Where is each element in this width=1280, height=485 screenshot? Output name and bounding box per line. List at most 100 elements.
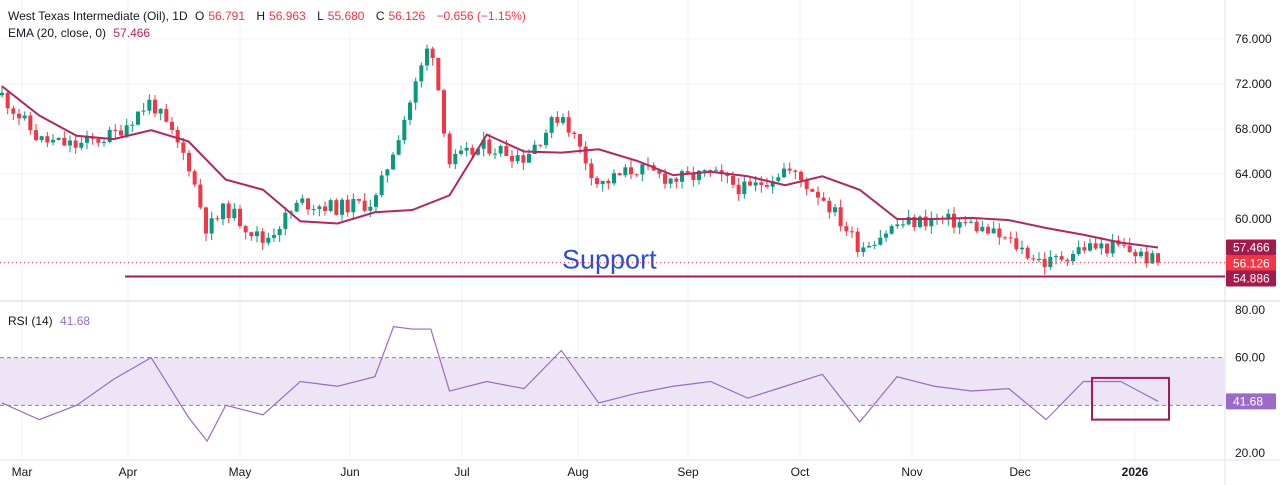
- candle-body: [578, 134, 582, 147]
- candle-body: [759, 182, 764, 185]
- candle-body: [1110, 240, 1115, 254]
- candle-body: [498, 146, 503, 154]
- candle-body: [28, 115, 33, 131]
- time-tick-label: Jul: [454, 465, 469, 479]
- candle-body: [226, 203, 231, 219]
- candle-body: [527, 154, 531, 163]
- ema-line: [1, 85, 1159, 249]
- candle-body: [124, 125, 129, 136]
- support-label: Support: [562, 245, 657, 275]
- candle-body: [549, 117, 554, 133]
- candle-body: [1088, 243, 1092, 251]
- candle-body: [974, 221, 979, 232]
- rsi-band: [0, 357, 1225, 406]
- candle-body: [544, 132, 548, 146]
- candle-body: [306, 198, 310, 210]
- candle-body: [929, 218, 934, 227]
- time-tick-label: Mar: [12, 465, 33, 479]
- candle-body: [62, 137, 67, 146]
- candle-body: [22, 115, 27, 119]
- time-tick-label: Jun: [340, 465, 359, 479]
- legend-rsi: RSI (14) 41.68: [8, 314, 94, 328]
- candle-body: [855, 231, 860, 253]
- candle-body: [612, 173, 616, 184]
- candle-body: [215, 218, 220, 220]
- candle-body: [192, 171, 197, 185]
- candle-body: [731, 175, 735, 185]
- candle-body: [198, 184, 203, 208]
- candle-body: [379, 175, 384, 196]
- candle-body: [878, 237, 883, 245]
- legend-c-label: C: [375, 9, 385, 23]
- candle-body: [147, 99, 152, 111]
- rsi-tick-label: 80.00: [1235, 303, 1265, 317]
- candle-body: [782, 168, 786, 178]
- rsi-tick-label: 60.00: [1235, 351, 1265, 365]
- candle-body: [1025, 247, 1030, 259]
- legend-o-label: O: [194, 9, 205, 23]
- time-tick-label: May: [229, 465, 252, 479]
- close-price-badge-bg: [1226, 255, 1276, 272]
- rsi-value-badge: 41.68: [1233, 394, 1263, 408]
- candle-body: [1065, 259, 1070, 262]
- candle-body: [170, 121, 174, 130]
- candle-body: [850, 231, 854, 233]
- support-price-badge: 54.886: [1233, 272, 1270, 286]
- candle-body: [1003, 237, 1007, 239]
- candle-body: [708, 169, 713, 171]
- candle-body: [691, 172, 696, 181]
- candle-body: [532, 144, 537, 155]
- candle-body: [555, 117, 560, 123]
- candle-body: [991, 228, 996, 234]
- candle-body: [634, 174, 639, 176]
- candle-body: [1059, 256, 1064, 260]
- candle-body: [493, 153, 497, 155]
- candle-body: [136, 111, 140, 125]
- candle-body: [680, 171, 684, 182]
- candle-body: [119, 130, 123, 136]
- candle-body: [912, 216, 917, 228]
- candle-body: [476, 148, 480, 155]
- candle-body: [901, 224, 905, 226]
- candle-body: [447, 133, 452, 165]
- candle-body: [130, 124, 135, 126]
- candle-body: [11, 108, 16, 114]
- candle-body: [1093, 243, 1098, 249]
- legend-rsi-label: RSI (14): [8, 314, 53, 328]
- candle-body: [816, 191, 820, 198]
- candle-body: [1139, 251, 1143, 257]
- candle-body: [396, 140, 401, 155]
- series-lines: [1, 85, 1159, 443]
- candle-body: [357, 199, 361, 201]
- time-tick-label: Sep: [677, 465, 699, 479]
- candle-body: [391, 154, 395, 170]
- candle-body: [39, 136, 44, 141]
- candle-body: [175, 129, 180, 143]
- candle-body: [821, 197, 826, 201]
- candle-body: [51, 139, 55, 143]
- time-tick-label: 2026: [1122, 465, 1149, 479]
- candle-body: [810, 189, 815, 192]
- candle-body: [1076, 247, 1081, 254]
- candle-body: [1014, 238, 1019, 250]
- candle-body: [340, 199, 344, 215]
- candle-body: [374, 195, 378, 207]
- candle-body: [34, 130, 38, 141]
- candle-body: [300, 198, 305, 203]
- candle-body: [668, 178, 673, 184]
- candle-body: [311, 208, 316, 210]
- candle-body: [79, 142, 84, 148]
- candle-body: [181, 142, 186, 153]
- candle-body: [1144, 251, 1149, 264]
- time-tick-label: Nov: [901, 465, 922, 479]
- candle-body: [158, 108, 163, 114]
- candle-body: [838, 207, 843, 227]
- candle-body: [1133, 251, 1138, 257]
- time-tick-label: Apr: [119, 465, 138, 479]
- candle-body: [413, 81, 418, 103]
- candle-body: [96, 138, 101, 143]
- candle-body: [1156, 253, 1160, 263]
- candle-body: [957, 222, 962, 228]
- candle-body: [515, 155, 520, 162]
